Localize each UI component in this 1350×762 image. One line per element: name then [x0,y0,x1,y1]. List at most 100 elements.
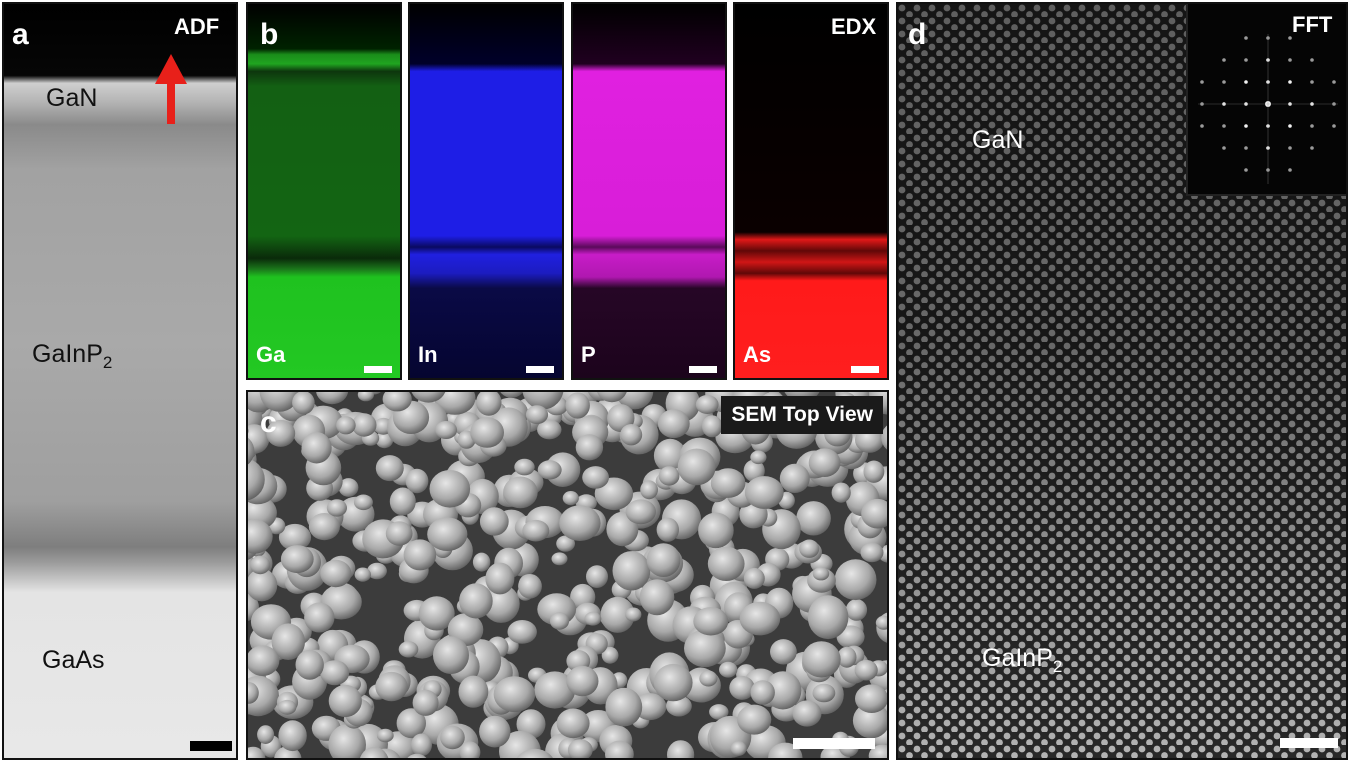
fft-spot [1222,146,1226,150]
edx-map-as: EDX As [733,2,889,380]
sem-grain [485,562,515,595]
edx-ga-scale-bar [364,366,392,373]
sem-grain [412,689,439,716]
edx-map-p-image [573,4,725,378]
sem-grain [459,583,493,619]
sem-grain [605,687,643,727]
sem-grain [863,460,885,483]
sem-grain [407,753,427,758]
atomic-lattice-image [898,4,1346,758]
sem-grain [770,639,797,665]
sem-grain [470,417,504,448]
sem-grain [360,747,389,758]
sem-grain [411,733,432,757]
fft-spot [1244,36,1248,40]
sem-grain [259,392,300,412]
sem-grain [503,476,538,509]
sem-grain [295,649,324,680]
sem-grain [376,728,394,743]
sem-grain [779,463,810,493]
sem-grain [308,513,340,541]
sem-grain [699,670,718,687]
fft-spot [1332,80,1336,84]
panel-b-letter: b [260,18,279,51]
fft-spot [1244,58,1248,62]
sem-grain [278,523,312,551]
sem-grain [516,748,553,758]
fft-spot [1200,124,1204,128]
panel-a-scale-bar [190,741,232,751]
sem-grain [248,437,255,465]
sem-grain [640,480,658,500]
sem-grain [248,458,265,501]
fft-spot [1288,146,1292,150]
sem-grain [812,683,836,703]
sem-grain [709,704,729,720]
sem-grain [459,741,481,758]
edx-map-in-image [410,4,562,378]
sem-grain [808,448,841,477]
sem-grain [551,552,568,566]
sem-grain [398,641,419,658]
sem-grain [743,459,765,483]
sem-grain [799,539,820,558]
fft-pattern-image [1198,34,1338,184]
sem-grain [280,545,314,574]
fft-spot [1310,80,1314,84]
sem-grain [427,517,468,551]
sem-grain [600,596,635,633]
sem-grain [737,704,772,735]
sem-grain [537,460,562,480]
sem-grain [389,487,416,516]
sem-grain [743,567,765,589]
edx-map-ga-image [248,4,400,378]
sem-grain [385,521,413,546]
sem-grain [429,470,471,508]
sem-grain [625,607,642,622]
sem-grain [292,392,315,415]
sem-grain [802,641,841,678]
sem-grain [653,663,693,702]
panel-a-adf-image: a ADF GaN GaInP2 GaAs [2,2,238,760]
panel-d-hrstem-image: d FFT GaN GaInP2 [896,2,1348,760]
sem-grain [658,466,680,486]
sem-grain [730,741,747,756]
sem-grain [248,746,266,758]
sem-grain [375,455,404,482]
sem-grain [837,646,857,668]
sem-grain [601,646,619,664]
sem-grain [435,421,458,439]
edx-element-label-in: In [418,342,438,367]
sem-grain [257,725,275,744]
fft-spot [1200,80,1204,84]
sem-grain [472,552,491,572]
edx-p-scale-bar [689,366,717,373]
sem-grain [567,739,593,758]
fft-spot [1332,124,1336,128]
layer-label-gan: GaN [46,84,98,112]
edx-as-scale-bar [851,366,879,373]
sem-grain [854,659,878,681]
sem-grain [807,595,849,640]
fft-spot [1222,80,1226,84]
edx-map-in: In [408,2,564,380]
edx-map-as-image [735,4,887,378]
edx-element-label-ga: Ga [256,342,286,367]
sem-grain [328,724,366,758]
fft-spot [1244,168,1248,172]
gainp-formula-subscript: 2 [102,353,113,372]
adf-label: ADF [174,14,220,39]
sem-grain [693,607,729,636]
sem-grain [320,660,350,686]
panel-d-label-gainp2: GaInP2 [982,644,1062,677]
sem-grain [507,620,537,644]
sem-grain [796,501,831,536]
sem-grain [860,542,884,563]
sem-grain [750,450,767,465]
sem-grain [812,567,830,581]
sem-grain [584,611,602,626]
sem-grain [875,615,887,630]
sem-grain [656,517,679,542]
sem-grain [537,419,562,440]
sem-grain [605,740,634,758]
